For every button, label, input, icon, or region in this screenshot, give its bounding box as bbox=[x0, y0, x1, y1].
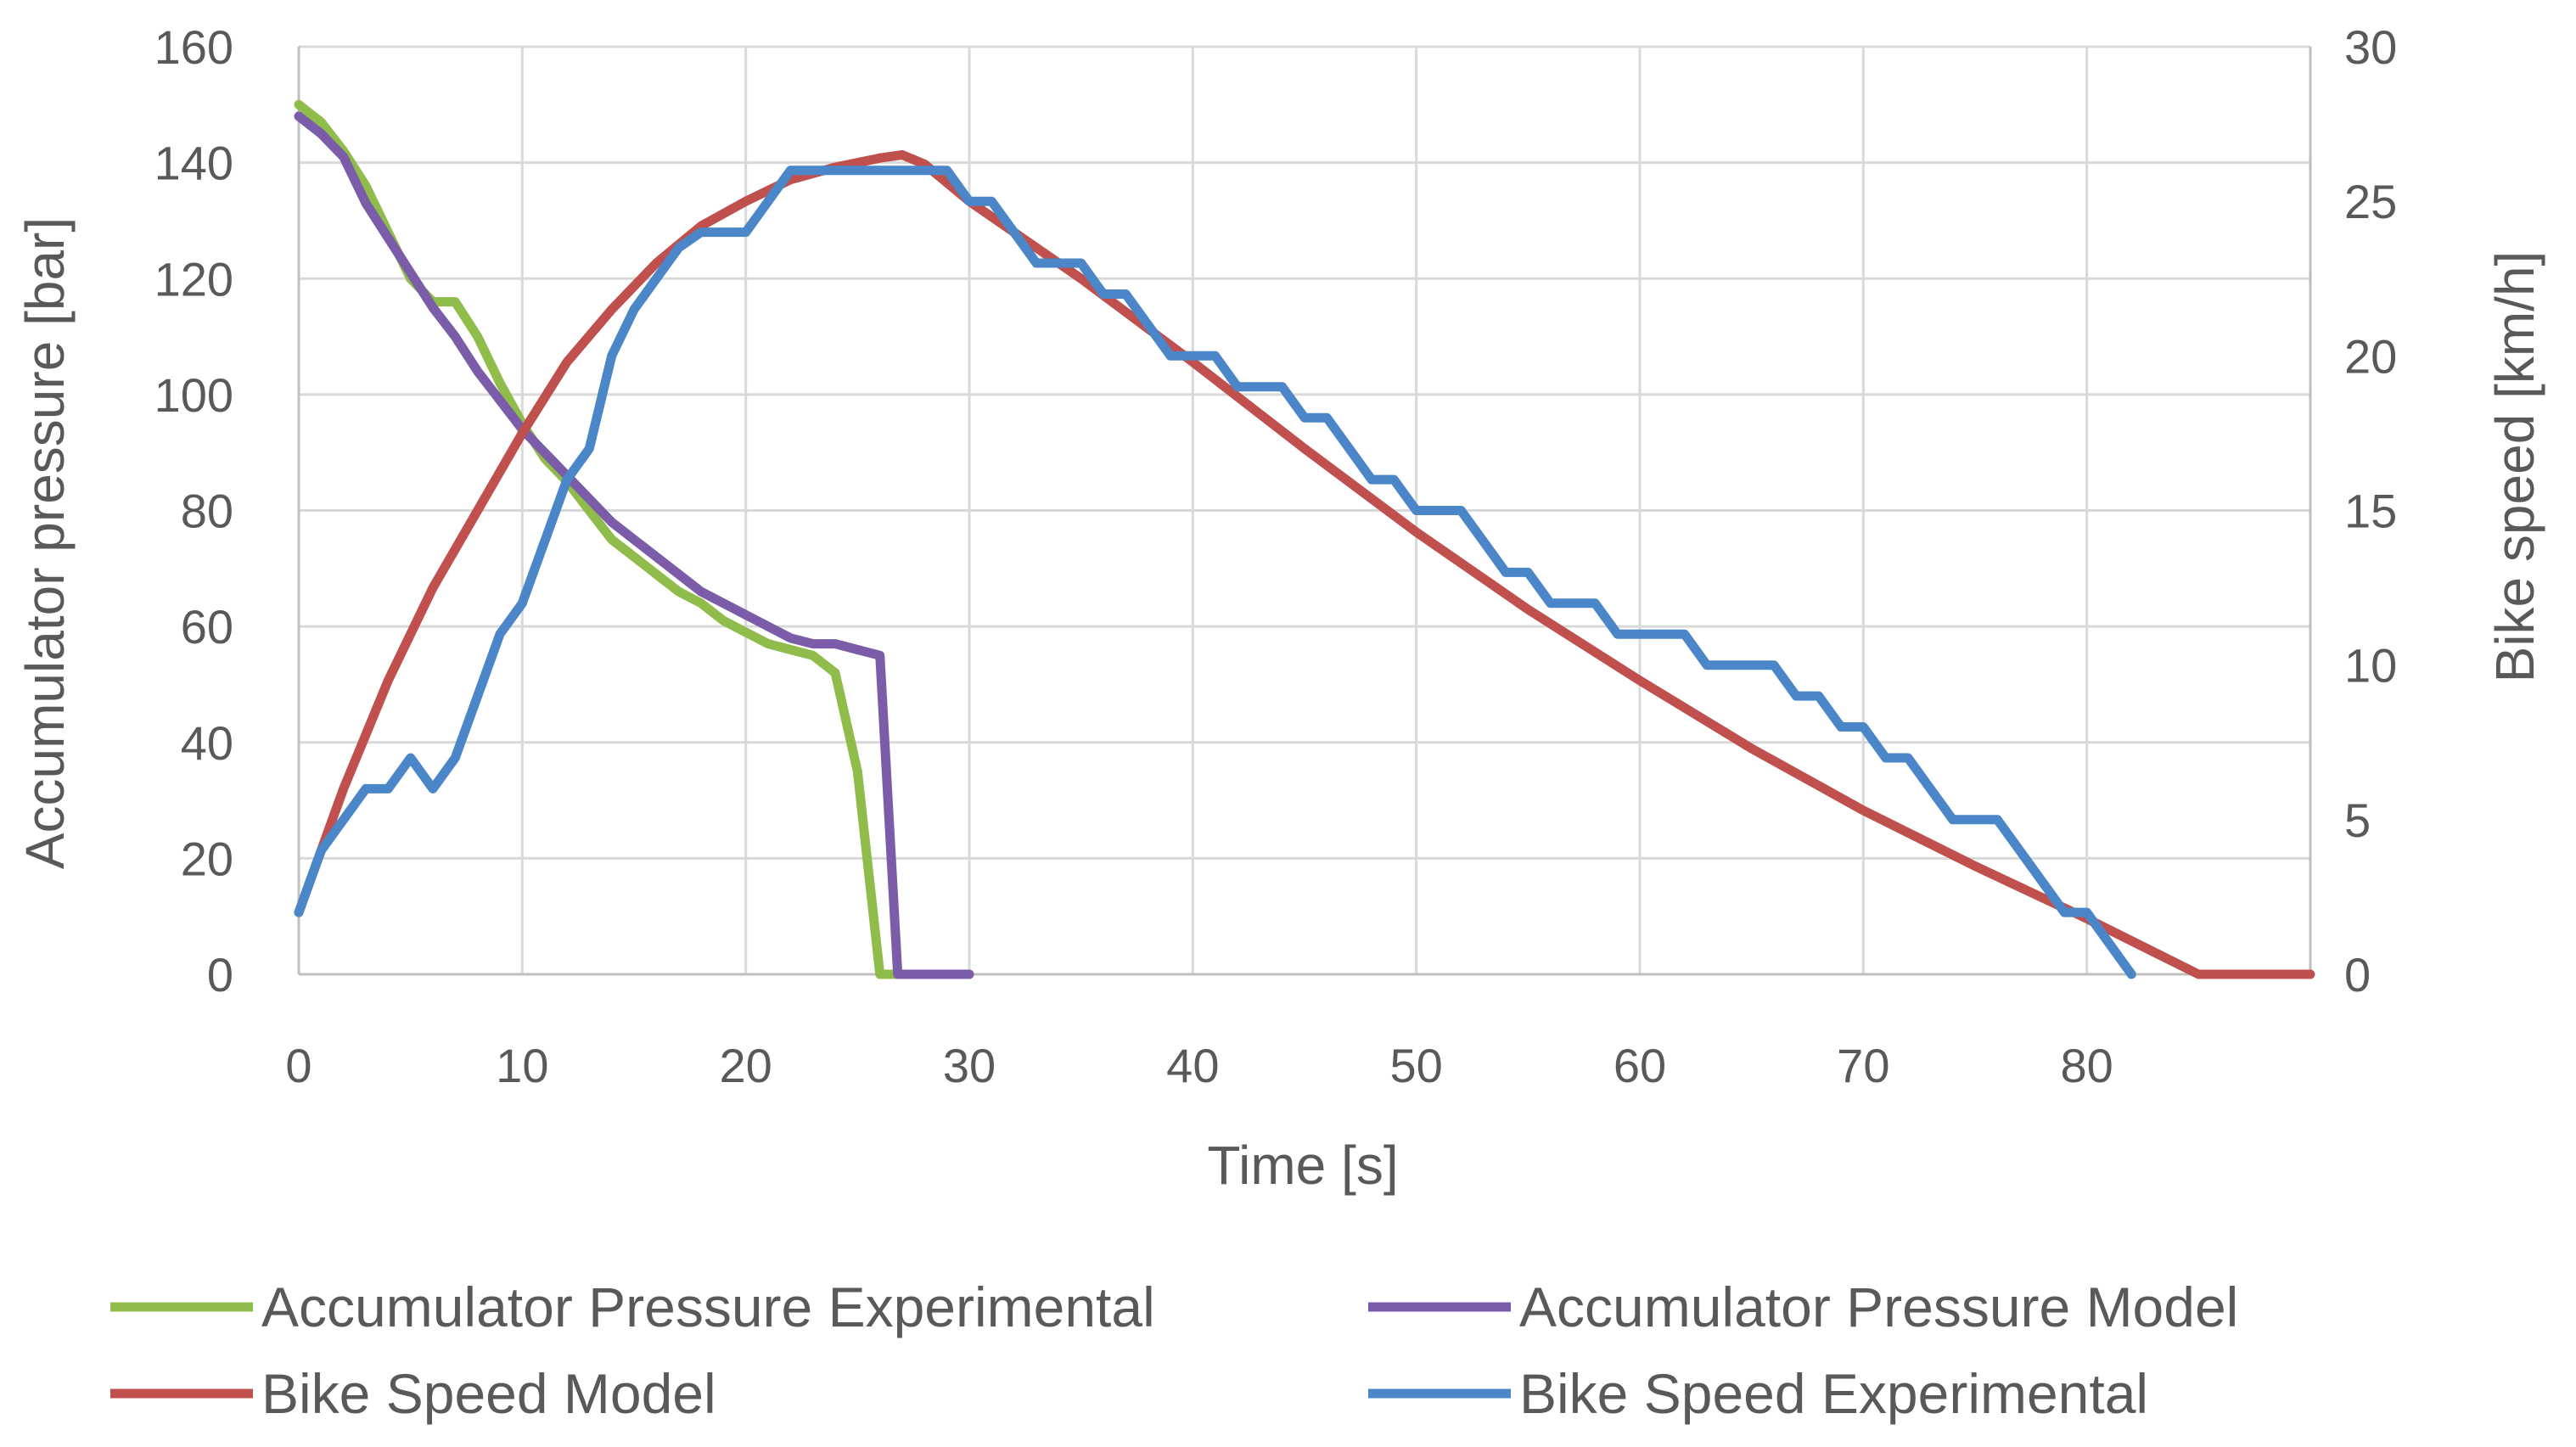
legend: Accumulator Pressure Experimental Accumul… bbox=[110, 1276, 2238, 1425]
y-left-tick-label: 60 bbox=[181, 600, 233, 653]
y-right-tick-label: 25 bbox=[2344, 175, 2397, 228]
y-right-tick-label: 20 bbox=[2344, 329, 2397, 383]
x-tick-label: 60 bbox=[1614, 1039, 1666, 1092]
y-axis-left-title: Accumulator pressure [bar] bbox=[14, 217, 76, 869]
x-tick-label: 80 bbox=[2061, 1039, 2113, 1092]
tick-labels: 0 20 40 60 80 100 120 140 160 0 10 20 30 40 50 60 70 80 0 5… bbox=[154, 20, 2398, 1092]
x-axis-title: Time [s] bbox=[1207, 1135, 1398, 1196]
series-line-bike-speed-model bbox=[294, 150, 2315, 979]
series-layer bbox=[294, 99, 2315, 979]
axis-layer bbox=[297, 47, 2312, 976]
y-right-tick-label: 30 bbox=[2344, 20, 2397, 74]
x-tick-label: 10 bbox=[496, 1039, 548, 1092]
x-tick-label: 50 bbox=[1390, 1039, 1443, 1092]
x-tick-label: 20 bbox=[720, 1039, 772, 1092]
x-tick-label: 70 bbox=[1837, 1039, 1889, 1092]
y-left-tick-label: 140 bbox=[154, 137, 233, 190]
y-left-tick-label: 0 bbox=[207, 948, 233, 1001]
y-right-tick-label: 10 bbox=[2344, 639, 2397, 693]
y-right-tick-label: 5 bbox=[2344, 794, 2371, 847]
x-tick-label: 0 bbox=[285, 1039, 311, 1092]
y-left-tick-label: 80 bbox=[181, 485, 233, 538]
series-line-bike-speed-experimental bbox=[294, 165, 2136, 979]
y-left-tick-label: 100 bbox=[154, 368, 233, 422]
legend-label-accumulator-pressure-model: Accumulator Pressure Model bbox=[1519, 1276, 2238, 1338]
y-left-tick-label: 160 bbox=[154, 20, 233, 74]
x-tick-label: 40 bbox=[1166, 1039, 1219, 1092]
y-left-tick-label: 40 bbox=[181, 716, 233, 770]
legend-label-bike-speed-model: Bike Speed Model bbox=[261, 1362, 716, 1425]
y-axis-right-title: Bike speed [km/h] bbox=[2484, 251, 2545, 683]
y-left-tick-label: 120 bbox=[154, 252, 233, 306]
y-left-tick-label: 20 bbox=[181, 832, 233, 885]
legend-label-bike-speed-experimental: Bike Speed Experimental bbox=[1519, 1362, 2148, 1425]
series-line-accumulator-pressure-model bbox=[294, 111, 974, 979]
x-tick-label: 30 bbox=[943, 1039, 996, 1092]
y-right-tick-label: 15 bbox=[2344, 485, 2397, 538]
legend-label-accumulator-pressure-experimental: Accumulator Pressure Experimental bbox=[261, 1276, 1155, 1338]
y-right-tick-label: 0 bbox=[2344, 948, 2371, 1001]
